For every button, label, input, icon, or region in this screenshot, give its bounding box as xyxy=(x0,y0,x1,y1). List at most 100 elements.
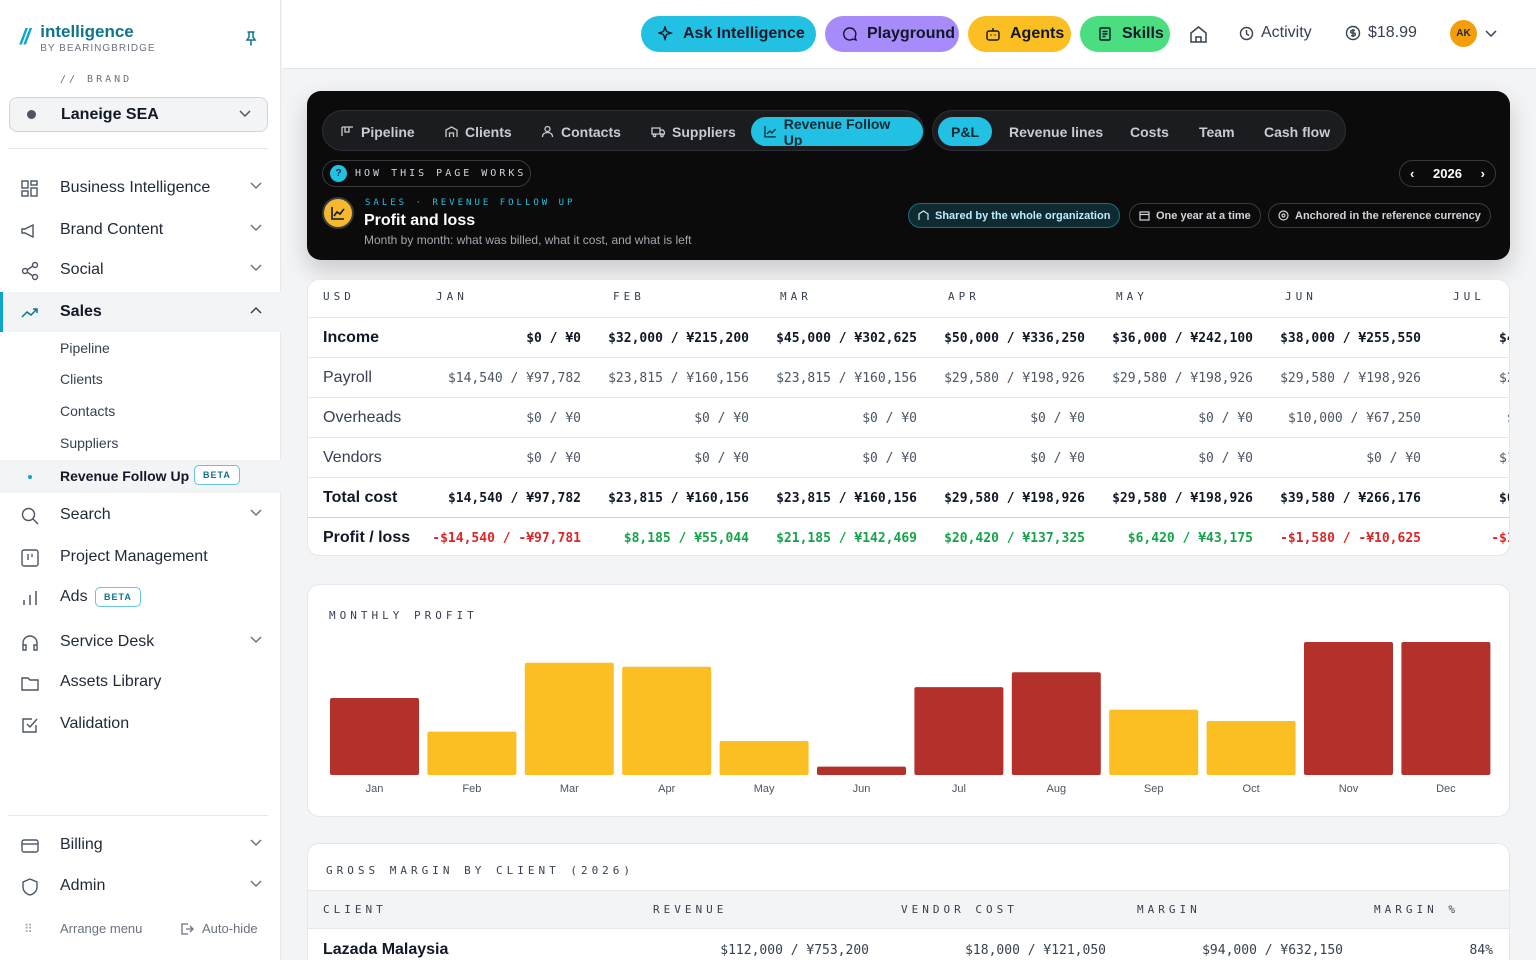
year-picker[interactable]: ‹ 2026 › xyxy=(1399,160,1496,187)
nav-project-management[interactable]: Project Management xyxy=(0,537,281,577)
tab-costs[interactable]: Costs xyxy=(1130,123,1169,140)
nav-assets-library[interactable]: Assets Library xyxy=(0,662,281,702)
logo[interactable]: // intelligence BY BEARINGBRIDGE xyxy=(20,22,156,54)
sub-nav-clients[interactable]: Clients xyxy=(60,371,103,387)
agents-button[interactable]: Agents xyxy=(968,16,1071,52)
bar-jun[interactable] xyxy=(817,766,906,775)
x-tick-label: Mar xyxy=(560,783,579,795)
bar-feb[interactable] xyxy=(427,731,517,775)
sub-nav-revenue-follow-up[interactable]: Revenue Follow Up BETA xyxy=(0,460,281,493)
nav-label: Search xyxy=(60,506,111,523)
tab-revenue-lines[interactable]: Revenue lines xyxy=(1009,123,1104,140)
nav-admin[interactable]: Admin xyxy=(0,866,281,906)
table-cell: $0 / ¥0 xyxy=(1030,451,1085,466)
divider xyxy=(308,357,1509,358)
ask-intelligence-button[interactable]: Ask Intelligence xyxy=(641,16,816,52)
tab-team[interactable]: Team xyxy=(1199,123,1235,140)
nav-social[interactable]: Social xyxy=(0,250,281,290)
nav-sales[interactable]: Sales xyxy=(0,292,281,332)
client-vendor-cost: $18,000 / ¥121,050 xyxy=(965,943,1106,958)
nav-service-desk[interactable]: Service Desk xyxy=(0,622,281,662)
tab-suppliers[interactable]: Suppliers xyxy=(638,117,749,146)
chevron-down-icon xyxy=(250,880,262,888)
logo-subtitle: BY BEARINGBRIDGE xyxy=(40,43,156,54)
col-margin[interactable]: MARGIN xyxy=(1137,903,1201,916)
tab-cash-flow[interactable]: Cash flow xyxy=(1264,123,1331,140)
x-tick-label: Oct xyxy=(1243,783,1260,795)
trend-icon xyxy=(21,308,38,318)
prev-year-icon[interactable]: ‹ xyxy=(1410,166,1415,181)
tab-pipeline[interactable]: Pipeline xyxy=(328,117,428,146)
col-revenue[interactable]: REVENUE xyxy=(653,903,728,916)
bar-may[interactable] xyxy=(719,740,809,775)
how-label: HOW THIS PAGE WORKS xyxy=(355,168,527,179)
credits-link[interactable]: $18.99 xyxy=(1345,24,1417,42)
pin-icon[interactable] xyxy=(244,30,258,51)
dollar-coin-icon xyxy=(1345,25,1361,41)
how-this-page-works-button[interactable]: ? HOW THIS PAGE WORKS xyxy=(322,160,531,187)
tab-label: Suppliers xyxy=(672,123,736,140)
client-name: Lazada Malaysia xyxy=(323,941,449,958)
brand-select[interactable]: Laneige SEA xyxy=(9,97,268,132)
topbar: Ask Intelligence Playground Agents Skill… xyxy=(282,0,1536,69)
bar-jul[interactable] xyxy=(914,687,1004,775)
tab-clients[interactable]: Clients xyxy=(432,117,525,146)
nav-label: Social xyxy=(60,261,104,278)
nav-ads[interactable]: Ads BETA xyxy=(0,577,281,617)
nav-billing[interactable]: Billing xyxy=(0,825,281,865)
sub-nav-suppliers[interactable]: Suppliers xyxy=(60,435,119,451)
row-label: Vendors xyxy=(323,449,382,466)
bar-dec[interactable] xyxy=(1401,642,1491,775)
sub-nav-contacts[interactable]: Contacts xyxy=(60,403,116,419)
chip-one-year: One year at a time xyxy=(1129,203,1261,228)
table-cell: $29,580 / ¥198,926 xyxy=(1112,491,1253,506)
x-tick-label: Sep xyxy=(1144,783,1164,795)
activity-link[interactable]: Activity xyxy=(1239,24,1312,42)
bar-mar[interactable] xyxy=(524,662,614,775)
bar-apr[interactable] xyxy=(622,666,712,775)
next-year-icon[interactable]: › xyxy=(1480,166,1485,181)
sub-nav-pipeline[interactable]: Pipeline xyxy=(60,340,110,356)
bar-sep[interactable] xyxy=(1109,709,1199,775)
bar-oct[interactable] xyxy=(1206,720,1296,775)
nav-business-intelligence[interactable]: Business Intelligence xyxy=(0,168,281,208)
playground-button[interactable]: Playground xyxy=(825,16,959,52)
page-description: Month by month: what was billed, what it… xyxy=(364,233,692,247)
divider xyxy=(8,148,268,149)
col-client[interactable]: CLIENT xyxy=(323,903,387,916)
coin-icon xyxy=(1278,210,1289,221)
home-icon[interactable] xyxy=(1189,25,1208,43)
col-margin-pct[interactable]: MARGIN % xyxy=(1374,903,1459,916)
table-cell: -$14,540 / -¥97,781 xyxy=(432,531,581,546)
folder-icon xyxy=(21,677,39,691)
table-cell: $0 / ¥0 xyxy=(1366,451,1421,466)
nav-search[interactable]: Search xyxy=(0,495,281,535)
tab-label: Clients xyxy=(465,123,512,140)
month-header: JUN xyxy=(1285,290,1317,303)
col-vendor-cost[interactable]: VENDOR COST xyxy=(901,903,1018,916)
chevron-down-icon[interactable] xyxy=(1485,30,1497,38)
clock-icon xyxy=(1239,26,1254,40)
currency-header: USD xyxy=(323,290,355,303)
tab-revenue-follow-up[interactable]: Revenue Follow Up xyxy=(751,116,923,148)
bar-nov[interactable] xyxy=(1304,642,1393,775)
client-margin-pct: 84% xyxy=(1469,943,1493,958)
nav-brand-content[interactable]: Brand Content xyxy=(0,210,281,250)
tab-contacts[interactable]: Contacts xyxy=(528,117,634,146)
skills-button[interactable]: Skills xyxy=(1080,16,1170,52)
headset-icon xyxy=(22,635,38,651)
table-cell: $10,000 / ¥67,250 xyxy=(1287,411,1421,426)
avatar[interactable]: AK xyxy=(1450,20,1477,47)
agents-label: Agents xyxy=(1010,25,1065,42)
page-title: Profit and loss xyxy=(364,212,476,229)
nav-validation[interactable]: Validation xyxy=(0,704,281,744)
tab-pnl[interactable]: P&L xyxy=(938,117,992,146)
table-cell: $20,420 / ¥137,325 xyxy=(944,531,1085,546)
bar-jan[interactable] xyxy=(330,697,419,775)
table-cell: $23,815 / ¥160,156 xyxy=(776,371,917,386)
auto-hide-link[interactable]: Auto-hide xyxy=(202,921,258,936)
arrange-menu-link[interactable]: Arrange menu xyxy=(60,921,143,936)
revenue-tabs: P&L Revenue lines Costs Team Cash flow xyxy=(932,110,1346,151)
divider xyxy=(308,517,1509,518)
bar-aug[interactable] xyxy=(1011,672,1101,775)
